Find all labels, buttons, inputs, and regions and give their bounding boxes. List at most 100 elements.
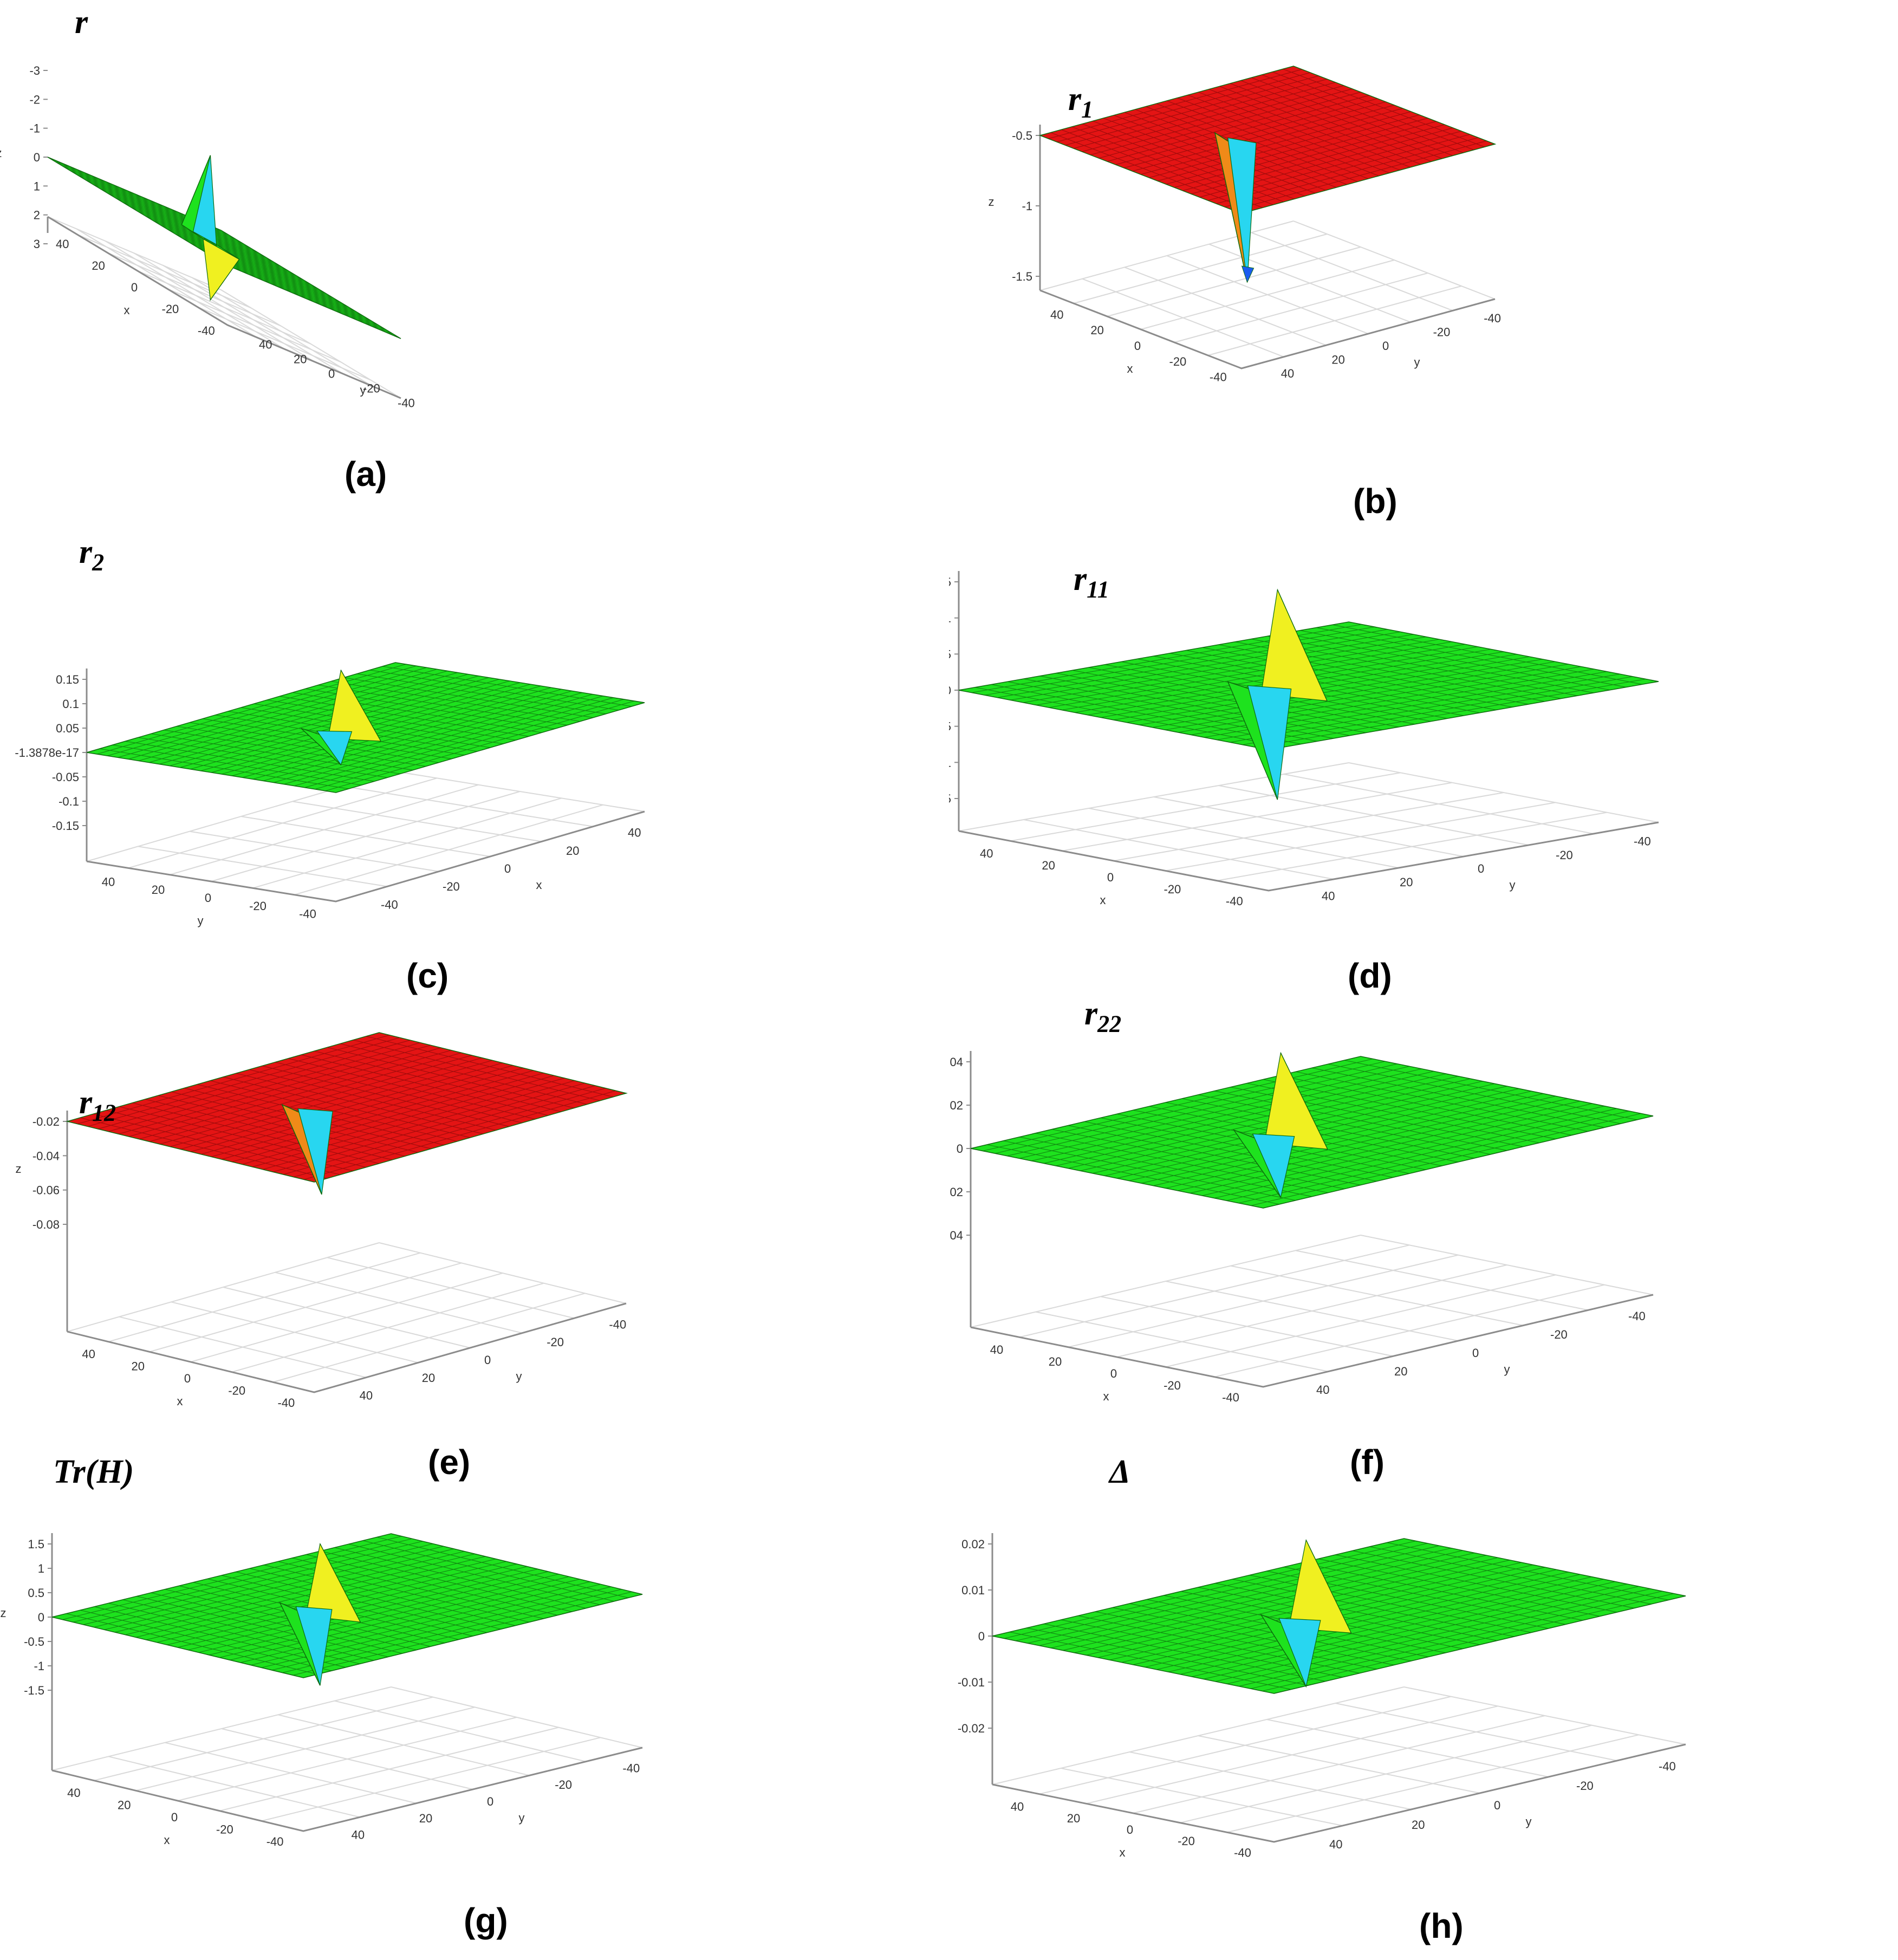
- y-tick-label-e-0: -40: [609, 1318, 626, 1331]
- z-tick-label-f-2: 0: [957, 1142, 963, 1156]
- floor-gridline-b-f-3: [1165, 1281, 1459, 1341]
- mesh-line-v-b-22: [1272, 72, 1474, 151]
- plot-title-b-text: r: [1068, 81, 1082, 118]
- y-tick-label-b-2: 0: [1382, 339, 1389, 353]
- surface-peak-side-c: [327, 669, 382, 742]
- floor-gridline-d-6: [958, 762, 1349, 832]
- caption-a: (a): [344, 455, 387, 494]
- x-axis-label-c: y: [198, 914, 204, 927]
- mesh-line-v-b-23: [1283, 68, 1485, 147]
- y-tick-label-h-0: -40: [1659, 1760, 1676, 1773]
- floor-axes-b: [1039, 289, 1496, 369]
- y-axis-label-e: y: [516, 1370, 522, 1383]
- x-tick-label-e-0: 40: [82, 1347, 95, 1361]
- mesh-line-u-e-21: [98, 1040, 411, 1130]
- z-tick-label-a-6: -3: [29, 64, 40, 77]
- x-tick-label-e-1: 20: [132, 1360, 145, 1373]
- mesh-line-v-c-22: [369, 670, 619, 711]
- x-tick-label-f-3: -20: [1164, 1379, 1181, 1392]
- x-tick-label-f-4: -40: [1222, 1391, 1239, 1404]
- z-tick-label-c-2: 0.05: [56, 722, 79, 735]
- y-axis-label-d: y: [1510, 878, 1516, 892]
- x-tick-label-f-2: 0: [1110, 1367, 1117, 1380]
- mesh-line-v-e-22: [353, 1040, 601, 1101]
- plot-title-a-text: r: [75, 4, 88, 41]
- x-tick-label-a-4: -40: [198, 324, 215, 338]
- y-tick-label-f-0: -40: [1628, 1309, 1646, 1323]
- floor-gridline-e-4: [149, 1262, 462, 1353]
- floor-gridline-b-e-6: [379, 1242, 627, 1304]
- mesh-line-v-g-21: [348, 1543, 600, 1605]
- x-tick-label-d-0: 40: [980, 847, 993, 860]
- y-tick-label-e-1: -20: [547, 1335, 564, 1349]
- y-tick-label-f-3: 20: [1394, 1365, 1407, 1378]
- z-tick-label-c-0: 0.15: [56, 673, 79, 686]
- floor-grid-f: [970, 1235, 1654, 1387]
- floor-gridline-b-5: [1073, 233, 1328, 304]
- floor-gridline-b-f-4: [1230, 1265, 1524, 1326]
- panel-g: 1.5 1 0.5 0 -0.5 -1 -1.5 z 40 20 0 -20 -40 -40 -20 0 20 4…: [0, 1453, 949, 1952]
- z-tick-label-a-1: 2: [34, 209, 40, 222]
- mesh-line-u-g-23: [62, 1536, 402, 1620]
- floor-gridline-b-c-5: [343, 786, 594, 827]
- z-tick-label-f-4: -0.04: [949, 1229, 963, 1242]
- y-tick-label-b-0: -40: [1484, 311, 1501, 325]
- z-tick-label-g-3: 0: [38, 1611, 44, 1624]
- x-axis-label-b: x: [1127, 362, 1133, 375]
- z-tick-label-d-6: -1.5: [949, 792, 951, 806]
- z-tick-label-g-2: 0.5: [28, 1586, 44, 1600]
- y-tick-label-b-4: 40: [1281, 367, 1294, 380]
- mesh-line-v-e-20: [327, 1047, 575, 1108]
- z-tick-label-a-4: -1: [29, 122, 40, 135]
- mesh-line-v-c-21: [356, 673, 606, 715]
- x-tick-label-g-4: -40: [266, 1835, 284, 1848]
- surface-mesh-c: [96, 664, 635, 791]
- z-tick-label-c-3: -1.3878e-17: [15, 746, 79, 760]
- mesh-line-u-c-22: [107, 665, 417, 756]
- x-tick-label-d-3: -20: [1164, 882, 1181, 896]
- mesh-line-v-e-23: [366, 1036, 614, 1098]
- z-tick-label-g-6: -1.5: [24, 1684, 44, 1697]
- surface-plot-g: 1.5 1 0.5 0 -0.5 -1 -1.5 z 40 20 0 -20 -40 -40 -20 0 20 4…: [1, 1533, 643, 1848]
- floor-grid-h: [992, 1686, 1686, 1842]
- mesh-line-v-d-22: [1316, 627, 1627, 688]
- surface-mesh-a: [55, 160, 394, 336]
- floor-gridline-b-e-3: [223, 1287, 471, 1348]
- x-tick-label-a-3: -20: [162, 302, 179, 316]
- plot-title-g-text: Tr(H): [53, 1453, 134, 1490]
- surface-plot-d: 1.510.50-0.5-1-1.5z40200-20-40-40-200204…: [949, 571, 1659, 908]
- y-tick-label-c-0: 40: [628, 826, 641, 840]
- surface-plot-c: 0.15 0.1 0.05 -1.3878e-17 -0.05 -0.1 -0.15 40 20…: [15, 662, 645, 927]
- floor-grid-g: [51, 1686, 643, 1832]
- y-tick-label-a-4: 40: [259, 338, 272, 352]
- y-tick-label-h-4: 40: [1329, 1838, 1342, 1851]
- y-tick-label-c-2: 0: [504, 862, 511, 875]
- z-tick-label-h-3: -0.01: [958, 1676, 985, 1689]
- panel-h: 0.020.010-0.01-0.02z40200-20-40-40-20020…: [949, 1453, 1898, 1952]
- floor-gridline-b-c-4: [292, 801, 542, 842]
- surface-plot-e: -0.02 -0.04 -0.06 -0.08 z 40 20 0 -20 -40 -40 -20 0 2…: [16, 1032, 628, 1410]
- x-tick-label-a-1: 20: [92, 259, 105, 272]
- surface-peak-side-g: [305, 1542, 361, 1622]
- mesh-line-u-f-22: [994, 1061, 1386, 1154]
- y-tick-label-a-3: 20: [294, 353, 307, 366]
- floor-gridline-b-6: [1039, 220, 1294, 291]
- y-tick-label-a-0: -40: [398, 397, 415, 410]
- floor-axes-a: [47, 216, 401, 399]
- mesh-line-u-c-23: [96, 664, 406, 755]
- floor-gridline-b-f-5: [1295, 1250, 1589, 1311]
- mesh-line-v-g-23: [376, 1536, 629, 1598]
- x-axis-label-f: x: [1103, 1390, 1109, 1403]
- floor-gridline-b-b-6: [1293, 220, 1496, 300]
- surface-plot-h: 0.020.010-0.01-0.02z40200-20-40-40-20020…: [958, 1533, 1686, 1859]
- mesh-line-u-h-21: [1027, 1545, 1440, 1644]
- mesh-line-u-d-22: [984, 626, 1375, 696]
- panel-b: -0.5 -1 -1.5 z 40 20 0 -20 -40 -40 -20 0 20 40 x y r1 (…: [949, 0, 1898, 521]
- x-tick-label-g-0: 40: [67, 1786, 80, 1800]
- y-tick-label-d-0: -40: [1634, 835, 1651, 848]
- mesh-line-u-b-21: [1065, 75, 1319, 146]
- floor-gridline-b-f-6: [1360, 1235, 1654, 1295]
- x-tick-label-h-0: 40: [1011, 1800, 1024, 1814]
- z-tick-label-g-4: -0.5: [24, 1635, 44, 1649]
- caption-f: (f): [1350, 1443, 1384, 1482]
